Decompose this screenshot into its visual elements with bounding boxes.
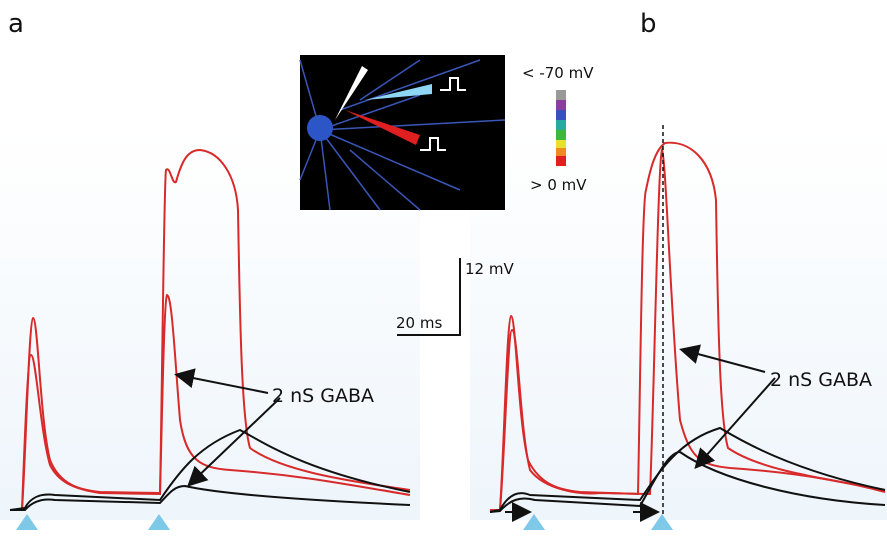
traces-a [9, 148, 411, 511]
arrow [187, 397, 281, 487]
arrow [679, 344, 766, 373]
stimulus-marker [148, 514, 170, 530]
arrow [694, 377, 776, 469]
annotation: 2 nS GABA [272, 385, 374, 407]
annotation: 2 nS GABA [770, 369, 872, 391]
stimulus-marker [651, 514, 673, 530]
scale-label: 12 mV [465, 260, 514, 278]
panel-b-bg [470, 130, 887, 520]
inset [299, 55, 506, 211]
scale-bar [397, 258, 461, 336]
stimulus-marker [16, 514, 38, 530]
panel-label: b [640, 9, 657, 39]
colorbar-label: < -70 mV [522, 64, 594, 82]
panel-label: a [8, 9, 24, 39]
stimulus-marker [523, 514, 545, 530]
scale-label: 20 ms [396, 314, 442, 332]
colorbar [556, 90, 566, 166]
colorbar-label: > 0 mV [530, 176, 587, 194]
arrow [174, 368, 269, 394]
